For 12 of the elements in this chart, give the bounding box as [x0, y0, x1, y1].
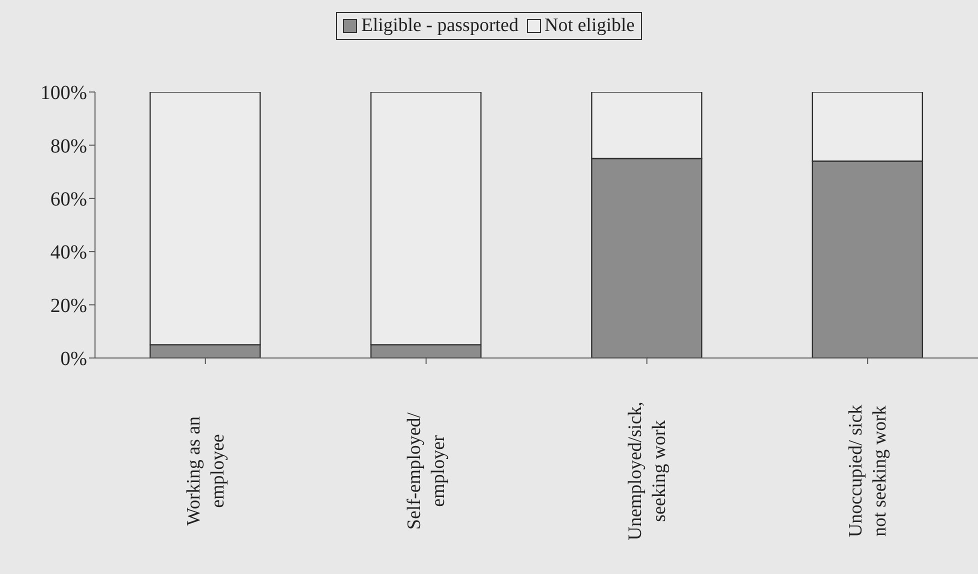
x-tick-label: Self-employed/ employer [404, 412, 450, 530]
x-tick-label: Unemployed/sick, seeking work [624, 402, 670, 540]
y-tick-label: 0% [60, 348, 87, 370]
y-tick-label: 40% [50, 242, 87, 264]
legend-label: Eligible - passported [360, 15, 518, 37]
y-tick-label: 60% [50, 188, 87, 210]
y-tick-label: 100% [40, 82, 87, 104]
y-tick-label: 20% [50, 294, 87, 317]
x-tick-label: Working as an employee [183, 416, 228, 526]
y-tick-label: 80% [50, 135, 87, 158]
legend-label: Not eligible [544, 15, 635, 37]
x-tick-label: Unoccupied/ sick not seeking work [846, 404, 891, 538]
